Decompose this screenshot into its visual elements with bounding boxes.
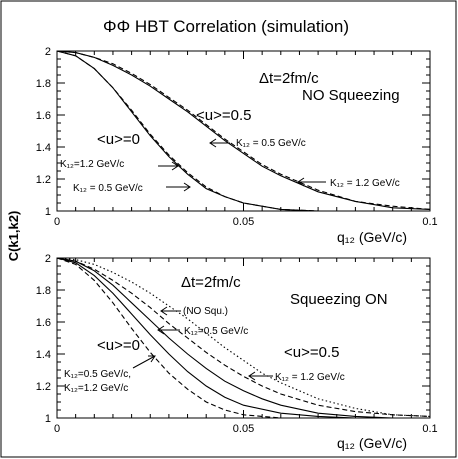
bottom-ticks: 1 1.2 1.4 1.6 1.8 2 0 0.05 0.1 [36, 253, 438, 435]
top-series-line-3 [56, 50, 431, 210]
bottom-y-tick-label: 1.4 [36, 349, 51, 361]
top-y-tick-label: 1.6 [36, 110, 51, 122]
bottom-annotation-k12-1.2-left: K₁₂=1.2 GeV/c [64, 383, 128, 394]
top-arrow-k12-0.5-right [209, 138, 230, 148]
bottom-arrow-k12-0.5 [157, 325, 180, 335]
bottom-y-tick-label: 1.8 [36, 285, 51, 297]
top-x-axis-label: q₁₂ (GeV/c) [337, 229, 407, 245]
bottom-y-tick-label: 2 [45, 253, 51, 265]
top-annotation-k12-1.2-left: K₁₂=1.2 GeV/c [60, 159, 124, 170]
bottom-annotation-squeezing-on: Squeezing ON [290, 291, 388, 308]
bottom-series-group [56, 257, 431, 419]
top-arrow-k12-0.5-left [166, 182, 191, 192]
bottom-arrow-no-squ [160, 306, 181, 316]
bottom-annotation-u-0: <u>=0 [97, 337, 140, 354]
top-annotation-delta-t: Δt=2fm/c [259, 70, 319, 87]
top-annotation-u-0: <u>=0 [97, 131, 140, 148]
bottom-x-tick-label: 0 [54, 423, 60, 435]
bottom-arrow-k12-1.2-right [248, 371, 273, 381]
bottom-series-line-5 [56, 257, 430, 419]
top-annotation-k12-1.2-right: K₁₂ = 1.2 GeV/c [330, 178, 400, 189]
bottom-x-tick-label: 0.05 [233, 423, 254, 435]
bottom-series-line-1 [56, 257, 431, 417]
top-series-line-2 [56, 50, 430, 212]
bottom-annotation-delta-t: Δt=2fm/c [181, 274, 241, 291]
bottom-panel: 1 1.2 1.4 1.6 1.8 2 0 0.05 0.1 q₁₂ (GeV/c) Δt=2f… [36, 253, 438, 451]
bottom-series-line-4 [56, 257, 430, 419]
bottom-annotation-k12-1.2-right: K₁₂ = 1.2 GeV/c [275, 372, 345, 383]
top-annotation-k12-0.5-left: K₁₂ = 0.5 GeV/c [73, 183, 143, 194]
top-arrow-k12-1.2-left [158, 161, 179, 171]
top-x-tick-label: 0.05 [233, 216, 254, 228]
figure-title: ΦΦ HBT Correlation (simulation) [103, 17, 349, 36]
top-annotation-k12-0.5-right: K₁₂ = 0.5 GeV/c [236, 138, 306, 149]
top-annotation-no-squeezing: NO Squeezing [302, 87, 400, 104]
top-x-tick-label: 0 [54, 216, 60, 228]
bottom-y-tick-label: 1 [45, 413, 51, 425]
top-y-tick-label: 1.8 [36, 78, 51, 90]
top-y-tick-label: 1 [45, 206, 51, 218]
bottom-annotation-k12-0.5: K₁₂=0.5 GeV/c [184, 326, 248, 337]
top-arrow-k12-1.2-right [297, 177, 326, 187]
bottom-annotation-k12-0.5-comma: K₁₂=0.5 GeV/c, [64, 369, 131, 380]
top-annotation-u-0.5: <u>=0.5 [196, 107, 251, 124]
bottom-arrow-k12-0.5-comma [132, 355, 156, 369]
top-y-tick-label: 2 [45, 46, 51, 58]
bottom-annotation-u-0.5: <u>=0.5 [284, 344, 339, 361]
top-x-tick-label: 0.1 [422, 216, 437, 228]
bottom-y-tick-label: 1.2 [36, 381, 51, 393]
top-series-group [56, 50, 431, 212]
bottom-x-tick-label: 0.1 [422, 423, 437, 435]
top-y-tick-label: 1.2 [36, 174, 51, 186]
bottom-series-line-3 [56, 257, 430, 419]
top-panel: 1 1.2 1.4 1.6 1.8 2 0 0.05 0.1 q₁₂ (GeV/c) Δt=2f… [36, 46, 438, 245]
bottom-y-tick-label: 1.6 [36, 317, 51, 329]
y-axis-label: C(k1,k2) [6, 211, 21, 262]
bottom-annotation-no-squ: (NO Squ.) [183, 306, 228, 317]
top-ticks: 1 1.2 1.4 1.6 1.8 2 0 0.05 0.1 [36, 46, 438, 228]
top-y-tick-label: 1.4 [36, 142, 51, 154]
bottom-x-axis-label: q₁₂ (GeV/c) [337, 435, 407, 451]
top-series-line-4 [56, 50, 431, 210]
bottom-series-line-2 [56, 257, 431, 417]
